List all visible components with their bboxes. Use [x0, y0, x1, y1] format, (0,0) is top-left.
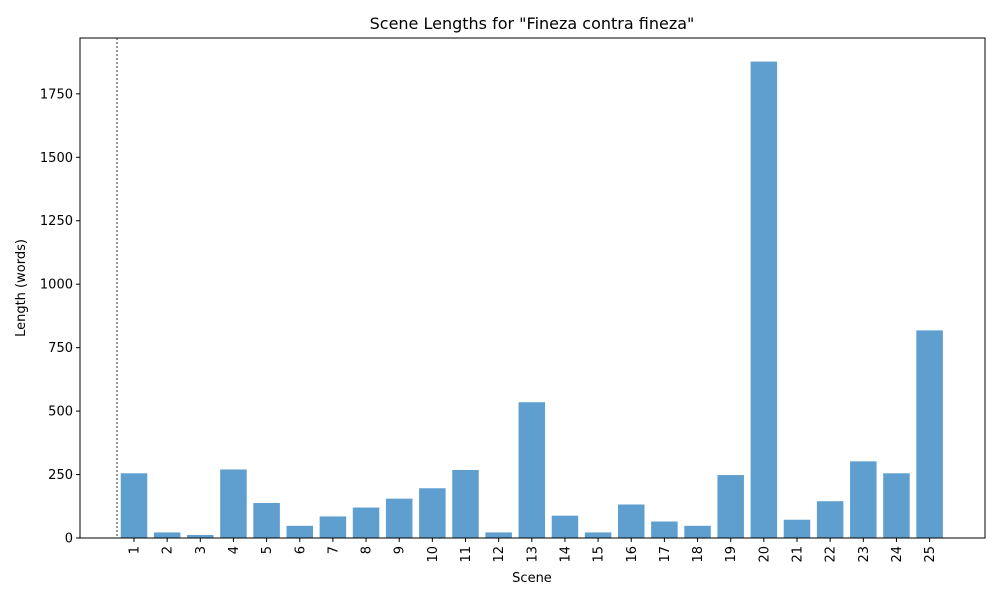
- bar-scene-25: [916, 330, 943, 538]
- x-axis-label: Scene: [512, 571, 552, 586]
- x-tick-label: 3: [194, 546, 209, 554]
- y-tick-label: 1500: [40, 151, 73, 166]
- bar-scene-24: [883, 473, 910, 538]
- x-tick-label: 13: [525, 546, 540, 563]
- x-tick-label: 22: [824, 546, 839, 563]
- bar-scene-14: [551, 515, 579, 538]
- bar-scene-18: [684, 525, 711, 538]
- x-tick-label: 5: [260, 546, 275, 554]
- x-tick-label: 11: [459, 546, 474, 563]
- y-axis: 0 250 500 750 1000 1250 1500 1750: [40, 87, 80, 547]
- bar-scene-23: [850, 461, 877, 538]
- x-tick-label: 6: [293, 546, 308, 554]
- x-tick-label: 4: [227, 546, 242, 554]
- y-tick-label: 750: [48, 341, 73, 356]
- y-tick-label: 1250: [40, 214, 73, 229]
- x-tick-label: 15: [592, 546, 607, 563]
- y-axis-label: Length (words): [14, 239, 29, 337]
- bar-scene-13: [518, 402, 546, 538]
- y-tick-label: 0: [65, 532, 73, 547]
- y-tick-label: 1750: [40, 87, 73, 102]
- x-tick-label: 9: [393, 546, 408, 554]
- x-tick-label: 23: [857, 546, 872, 563]
- x-tick-label: 12: [492, 546, 507, 563]
- bar-scene-15: [584, 532, 612, 538]
- x-tick-label: 1: [128, 546, 143, 554]
- x-tick-label: 2: [161, 546, 176, 554]
- plot-frame: [79, 37, 986, 539]
- bar-scene-9: [385, 498, 413, 538]
- bar-scene-19: [717, 475, 744, 538]
- bar-scene-21: [783, 519, 811, 538]
- bar-scene-7: [319, 516, 347, 538]
- y-tick-label: 1000: [40, 278, 73, 293]
- bar-scene-22: [816, 501, 844, 538]
- bar-scene-16: [618, 504, 645, 538]
- bar-scene-8: [352, 507, 380, 538]
- bar-scene-3: [187, 534, 214, 538]
- x-tick-label: 10: [426, 546, 441, 563]
- x-tick-label: 17: [658, 546, 673, 563]
- bar-scene-17: [651, 521, 678, 538]
- x-tick-label: 24: [890, 546, 905, 563]
- bar-scene-2: [153, 532, 181, 538]
- y-tick-label: 250: [48, 468, 73, 483]
- x-tick-label: 21: [791, 546, 806, 563]
- y-tick-label: 500: [48, 405, 73, 420]
- x-tick-label: 19: [724, 546, 739, 563]
- x-axis: 1 2 3 4 5 6 7 8 9 10 11 12 13 14 15 16 17 18 19 20 21 22 23 24 2…: [128, 538, 938, 563]
- bar-scene-12: [485, 532, 512, 538]
- bar-scene-6: [286, 525, 313, 538]
- x-tick-label: 18: [691, 546, 706, 563]
- x-tick-label: 14: [558, 546, 573, 563]
- bar-scene-4: [220, 469, 247, 538]
- chart-title: Scene Lengths for "Fineza contra fineza": [370, 14, 695, 33]
- x-tick-label: 7: [326, 546, 341, 554]
- x-tick-label: 8: [360, 546, 375, 554]
- x-tick-label: 16: [625, 546, 640, 563]
- x-tick-label: 20: [757, 546, 772, 563]
- bar-scene-5: [253, 502, 280, 538]
- x-tick-label: 25: [923, 546, 938, 563]
- bar-scene-10: [419, 488, 446, 538]
- bar-scene-11: [452, 469, 479, 538]
- bars-group: [120, 61, 943, 538]
- bar-scene-1: [120, 473, 148, 538]
- bar-scene-20: [750, 61, 778, 538]
